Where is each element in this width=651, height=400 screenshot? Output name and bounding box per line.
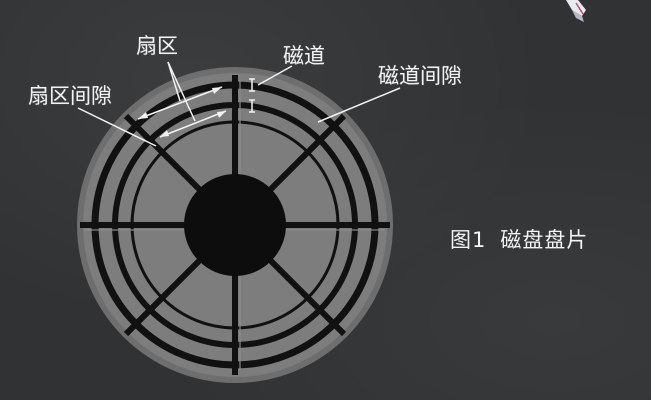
leader-sector-gap [77,107,157,147]
track-width-marker [249,78,255,113]
sector-arrow-outer [137,86,223,120]
leader-lines [77,61,401,147]
leader-sector-1 [167,61,181,102]
chalk-stick-decoration [566,0,586,22]
label-track: 磁道 [283,44,325,68]
spindle-hub [184,174,286,276]
label-sector-gap: 扇区间隙 [28,84,112,108]
label-sector: 扇区 [136,34,178,58]
sector-arrows [137,86,227,138]
label-track-gap: 磁道间隙 [378,64,462,88]
figure-caption: 图1 磁盘盘片 [450,224,588,254]
sector-arrow-inner [159,110,227,138]
figure-title: 磁盘盘片 [500,228,589,252]
leader-track-gap [317,87,401,123]
figure-number: 图1 [450,228,487,252]
leader-track [257,65,293,86]
leader-sector-2 [167,61,196,122]
arrow-heads [138,87,226,137]
